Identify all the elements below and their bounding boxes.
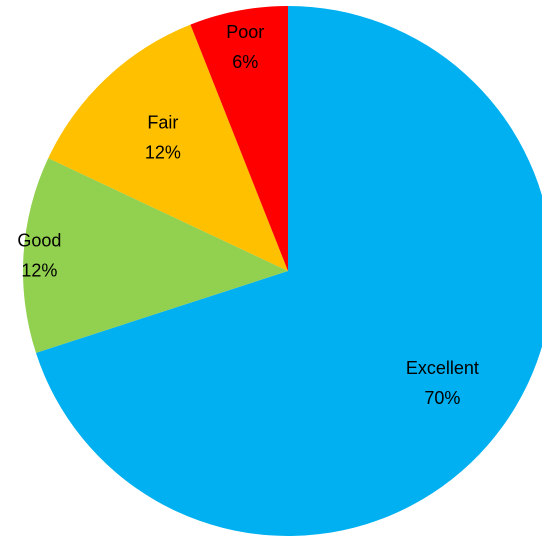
pie-slices: [22, 6, 542, 536]
slice-percent-excellent: 70%: [424, 388, 460, 408]
slice-category-poor: Poor: [226, 22, 264, 42]
slice-category-excellent: Excellent: [406, 358, 479, 378]
slice-category-good: Good: [17, 230, 61, 250]
slice-label-good: Good 12%: [17, 230, 61, 280]
slice-percent-poor: 6%: [232, 52, 258, 72]
slice-percent-fair: 12%: [145, 143, 181, 163]
slice-label-poor: Poor 6%: [226, 22, 264, 72]
pie-slice-fair: [48, 24, 289, 271]
pie-slice-good: [22, 158, 288, 353]
slice-label-excellent: Excellent 70%: [406, 358, 479, 408]
slice-label-fair: Fair 12%: [145, 113, 181, 163]
slice-category-fair: Fair: [147, 113, 178, 133]
pie-labels: Excellent 70% Good 12% Fair 12% Poor 6%: [17, 22, 479, 408]
pie-slice-poor: [190, 6, 288, 271]
pie-slice-excellent: [35, 6, 542, 536]
slice-percent-good: 12%: [21, 260, 57, 280]
